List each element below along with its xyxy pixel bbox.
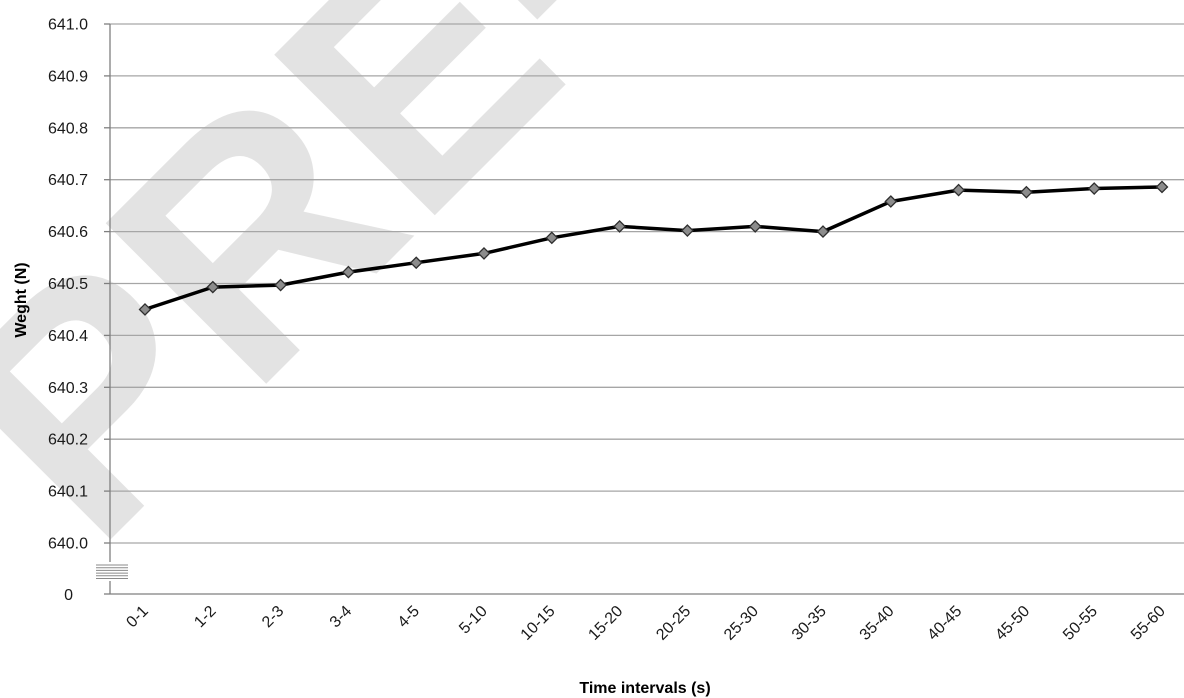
- data-point: [884, 195, 898, 208]
- y-tick-label: 640.0: [48, 536, 88, 553]
- data-point: [341, 265, 355, 279]
- x-tick-label: 50-55: [1060, 603, 1101, 644]
- data-point: [613, 219, 627, 233]
- x-tick-label: 35-40: [857, 603, 898, 644]
- data-point: [816, 225, 830, 239]
- y-tick-label: 640.5: [48, 276, 88, 293]
- y-tick-label: 640.7: [48, 172, 88, 189]
- data-point: [1155, 180, 1169, 194]
- x-tick-label: 10-15: [518, 603, 559, 644]
- x-tick-label: 15-20: [585, 603, 626, 644]
- data-point: [680, 224, 694, 237]
- data-point: [1087, 182, 1101, 195]
- y-tick-label-zero: 0: [64, 587, 73, 604]
- y-tick-label: 640.6: [48, 224, 88, 241]
- y-tick-label: 641.0: [48, 17, 88, 34]
- x-tick-label: 1-2: [191, 603, 219, 631]
- x-tick-label: 2-3: [259, 603, 287, 631]
- axis-break-symbol: [95, 563, 129, 580]
- data-point: [138, 303, 152, 316]
- y-tick-label: 640.9: [48, 68, 88, 85]
- series-line: [144, 185, 1163, 312]
- x-tick-label: 4-5: [395, 603, 423, 631]
- data-point: [545, 231, 559, 245]
- data-point: [274, 278, 288, 292]
- x-tick-label: 55-60: [1128, 603, 1169, 644]
- y-tick-label: 640.3: [48, 380, 88, 397]
- axes: [95, 23, 1184, 595]
- x-tick-labels: 0-1 1-2 2-3 3-4 4-5 5-10 10-15 15-20 20-25 25-30 3…: [123, 603, 1168, 644]
- y-axis-title: Weght (N): [13, 262, 30, 337]
- y-tick-labels: 641.0 640.9 640.8 640.7 640.6 640.5 640.4 640.3…: [48, 17, 88, 605]
- x-tick-label: 0-1: [123, 603, 151, 631]
- watermark-text: PRE-I: [0, 0, 767, 604]
- x-tick-label: 3-4: [327, 603, 355, 631]
- data-point: [952, 183, 966, 197]
- data-point: [477, 246, 491, 260]
- x-tick-label: 25-30: [721, 603, 762, 644]
- data-point: [748, 219, 762, 233]
- x-tick-label: 30-35: [789, 603, 830, 644]
- data-point: [409, 256, 423, 270]
- x-tick-label: 5-10: [456, 603, 491, 638]
- series: [138, 180, 1169, 316]
- watermark: PRE-I: [0, 0, 767, 604]
- y-tick-label: 640.1: [48, 484, 88, 501]
- x-tick-label: 40-45: [924, 603, 965, 644]
- data-point: [206, 280, 220, 294]
- y-tick-label: 640.8: [48, 120, 88, 137]
- data-point: [1019, 185, 1033, 199]
- y-tick-label: 640.4: [48, 328, 88, 345]
- y-tick-label: 640.2: [48, 432, 88, 449]
- x-tick-label: 45-50: [992, 603, 1033, 644]
- x-tick-label: 20-25: [653, 603, 694, 644]
- x-axis-title: Time intervals (s): [579, 680, 710, 697]
